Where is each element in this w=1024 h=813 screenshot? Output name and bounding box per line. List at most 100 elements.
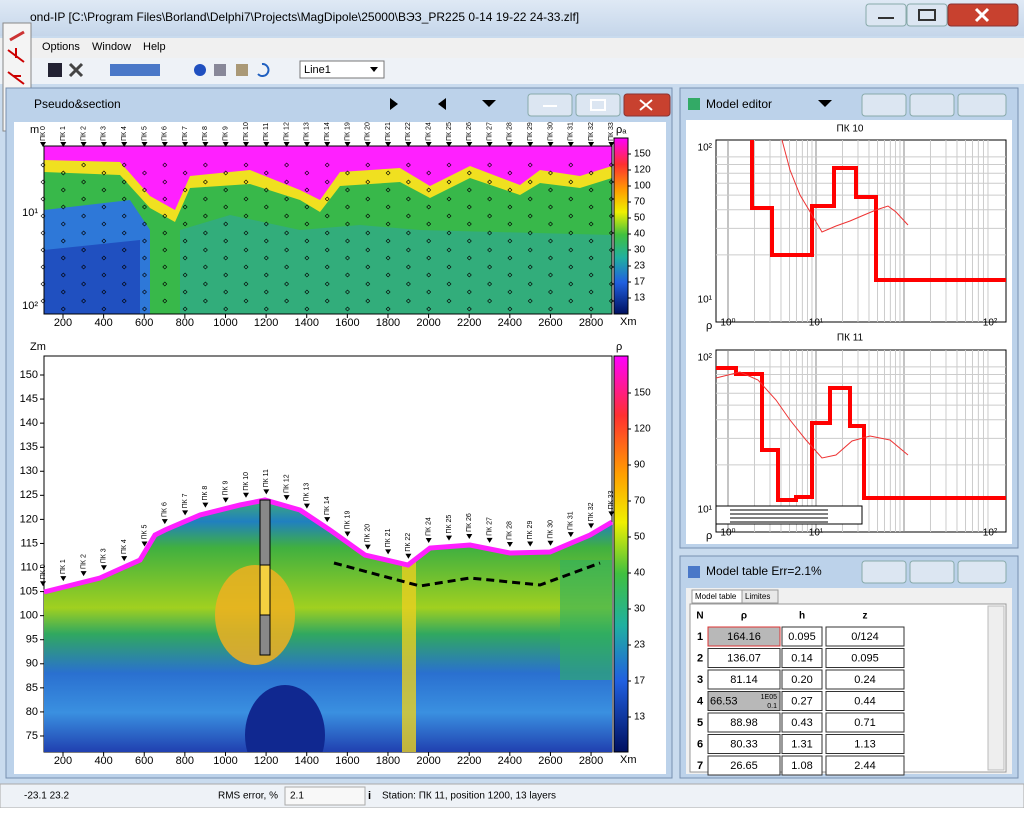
maximize-button[interactable]	[575, 93, 621, 117]
menu-item[interactable]: Help	[143, 41, 166, 53]
minimize-button[interactable]	[861, 560, 907, 584]
cell[interactable]	[707, 734, 781, 754]
sounding-point	[487, 196, 493, 202]
sounding-point	[345, 306, 350, 312]
cell[interactable]	[825, 691, 905, 711]
sounding-point	[548, 170, 553, 176]
sounding-point	[324, 298, 330, 304]
cell[interactable]	[781, 755, 823, 776]
close-button[interactable]	[957, 93, 1007, 117]
x-label: 10⁰	[720, 318, 735, 329]
sounding-point	[365, 230, 371, 236]
cell-value: 0.20	[791, 674, 812, 686]
sounding-point	[243, 162, 249, 168]
x-tick-label: 1600	[335, 317, 359, 329]
minimize-button[interactable]	[865, 3, 907, 27]
scrollbar[interactable]	[987, 605, 1005, 771]
minimize-button[interactable]	[861, 93, 907, 117]
station-marker	[364, 544, 371, 550]
line-select[interactable]	[299, 60, 385, 79]
x-tick-label: 1200	[254, 317, 278, 329]
pseudo-y-label: 10²	[22, 300, 38, 312]
cell[interactable]	[707, 712, 781, 733]
cell[interactable]	[825, 755, 905, 776]
station-marker	[161, 519, 168, 525]
undo-icon[interactable]	[257, 63, 270, 77]
limit-upper: 1E05	[761, 694, 777, 701]
x-tick-label: 1200	[254, 755, 278, 767]
maximize-button[interactable]	[909, 560, 955, 584]
cell[interactable]	[825, 712, 905, 733]
sounding-point	[365, 196, 371, 202]
sounding-point	[527, 162, 533, 168]
x-tick-label: 1000	[213, 755, 237, 767]
copy-icon[interactable]	[214, 64, 226, 76]
sounding-point	[202, 196, 208, 202]
axis-label: ρ	[706, 530, 712, 542]
cell[interactable]	[825, 648, 905, 668]
cell[interactable]	[781, 626, 823, 647]
station-label: ПК 22	[405, 122, 412, 141]
y-tick-label: 105	[20, 585, 38, 597]
observed-curve	[715, 371, 909, 459]
add-tool[interactable]	[7, 48, 25, 63]
cell[interactable]	[707, 626, 781, 647]
station-label: ПК 12	[283, 122, 290, 141]
station-label: ПК 8	[202, 126, 209, 141]
station-label: ПК 26	[466, 513, 473, 532]
sounding-point	[324, 264, 330, 270]
tool-icon	[9, 30, 25, 42]
sounding-point	[405, 298, 411, 304]
close-button[interactable]	[957, 560, 1007, 584]
tools-icon[interactable]	[68, 62, 84, 78]
tab-label: Model table	[695, 592, 737, 601]
cell[interactable]	[825, 626, 905, 647]
cell[interactable]	[825, 669, 905, 690]
sounding-point	[81, 213, 87, 219]
cell[interactable]	[781, 648, 823, 668]
station-marker	[121, 556, 128, 562]
sounding-point	[324, 230, 330, 236]
status-station: Station: ПК 11, position 1200, 13 layers	[382, 791, 556, 802]
remove-tool[interactable]	[7, 71, 25, 85]
maximize-button[interactable]	[906, 3, 948, 27]
curve-icon[interactable]	[194, 64, 206, 76]
sounding-point	[466, 289, 472, 295]
sounding-point	[568, 247, 574, 253]
sounding-point	[60, 204, 66, 210]
colorbar-label: 30	[634, 245, 646, 256]
table-icon	[688, 566, 700, 578]
colorbar-label: 90	[634, 460, 646, 471]
station-marker	[80, 142, 87, 147]
topography	[43, 497, 614, 595]
cell[interactable]	[707, 669, 781, 690]
station-marker	[608, 142, 615, 147]
cell[interactable]	[781, 734, 823, 754]
y-tick-label: 75	[26, 730, 38, 742]
menu-arrow[interactable]	[482, 100, 496, 107]
save-icon[interactable]	[48, 63, 62, 77]
sounding-point	[324, 281, 330, 287]
cell[interactable]	[825, 734, 905, 754]
paste-icon[interactable]	[236, 64, 248, 76]
sounding-point	[243, 298, 249, 304]
cell[interactable]	[707, 691, 781, 711]
cell[interactable]	[781, 691, 823, 711]
layout-icon[interactable]	[110, 64, 160, 76]
sounding-point	[284, 298, 290, 304]
sounding-point	[162, 247, 168, 253]
menu-arrow[interactable]	[818, 100, 832, 107]
sounding-point	[263, 204, 269, 210]
menu-item[interactable]: Window	[92, 41, 131, 53]
cell[interactable]	[707, 648, 781, 668]
tab[interactable]	[741, 589, 779, 604]
station-label: ПК 31	[568, 511, 575, 530]
menu-item[interactable]: Options	[42, 41, 80, 53]
cell[interactable]	[781, 669, 823, 690]
cell[interactable]	[781, 712, 823, 733]
maximize-button[interactable]	[909, 93, 955, 117]
sounding-point	[101, 204, 107, 210]
colorbar-label: 120	[634, 165, 651, 176]
cell[interactable]	[707, 755, 781, 776]
sounding-point	[142, 221, 147, 227]
